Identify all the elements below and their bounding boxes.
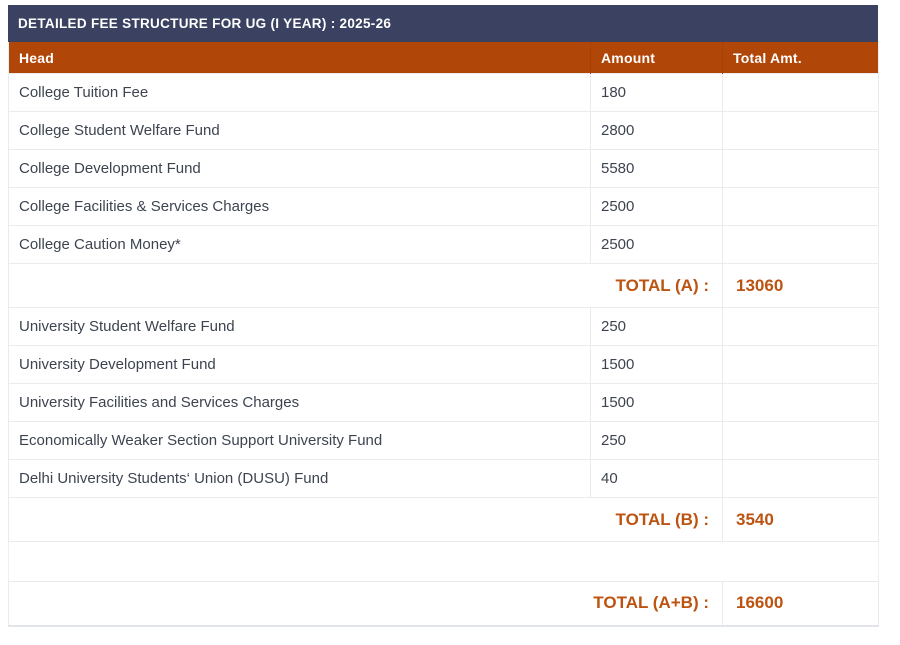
fee-total-amt (722, 383, 879, 422)
fee-amount: 2500 (590, 187, 723, 226)
fee-amount: 40 (590, 459, 723, 498)
page-title: DETAILED FEE STRUCTURE FOR UG (I YEAR) :… (8, 5, 878, 42)
grand-total-value: 16600 (722, 581, 879, 626)
table-row: College Student Welfare Fund 2800 (8, 111, 879, 150)
fee-total-amt (722, 421, 879, 460)
column-header-amount: Amount (590, 42, 723, 74)
fee-head: College Student Welfare Fund (8, 111, 591, 150)
fee-total-amt (722, 307, 879, 346)
fee-structure-panel: DETAILED FEE STRUCTURE FOR UG (I YEAR) :… (8, 5, 879, 627)
total-a-value: 13060 (722, 263, 879, 308)
grand-total-row: TOTAL (A+B) : 16600 (8, 581, 879, 626)
fee-amount: 5580 (590, 149, 723, 188)
table-row: Delhi University Students‘ Union (DUSU) … (8, 459, 879, 498)
total-b-label: TOTAL (B) : (8, 497, 723, 542)
fee-amount: 250 (590, 421, 723, 460)
fee-head: Delhi University Students‘ Union (DUSU) … (8, 459, 591, 498)
fee-amount: 250 (590, 307, 723, 346)
fee-head: College Development Fund (8, 149, 591, 188)
fee-amount: 180 (590, 73, 723, 112)
table-row: College Tuition Fee 180 (8, 73, 879, 112)
total-b-row: TOTAL (B) : 3540 (8, 497, 879, 542)
total-a-label: TOTAL (A) : (8, 263, 723, 308)
fee-total-amt (722, 149, 879, 188)
table-row: College Caution Money* 2500 (8, 225, 879, 264)
fee-amount: 1500 (590, 383, 723, 422)
table-row: University Student Welfare Fund 250 (8, 307, 879, 346)
grand-total-label: TOTAL (A+B) : (8, 581, 723, 626)
fee-total-amt (722, 111, 879, 150)
column-header-total-amt: Total Amt. (722, 42, 879, 74)
table-row: University Development Fund 1500 (8, 345, 879, 384)
table-row: University Facilities and Services Charg… (8, 383, 879, 422)
table-row: Economically Weaker Section Support Univ… (8, 421, 879, 460)
fee-amount: 2800 (590, 111, 723, 150)
table-row: College Facilities & Services Charges 25… (8, 187, 879, 226)
total-a-row: TOTAL (A) : 13060 (8, 263, 879, 308)
fee-head: College Tuition Fee (8, 73, 591, 112)
fee-total-amt (722, 459, 879, 498)
column-header-head: Head (8, 42, 591, 74)
fee-head: Economically Weaker Section Support Univ… (8, 421, 591, 460)
total-b-value: 3540 (722, 497, 879, 542)
spacer-cell (8, 541, 879, 582)
fee-table: Head Amount Total Amt. College Tuition F… (8, 42, 879, 627)
fee-head: University Student Welfare Fund (8, 307, 591, 346)
fee-head: College Facilities & Services Charges (8, 187, 591, 226)
fee-head: College Caution Money* (8, 225, 591, 264)
fee-amount: 1500 (590, 345, 723, 384)
table-header-row: Head Amount Total Amt. (8, 42, 879, 74)
spacer-row (8, 541, 879, 582)
fee-total-amt (722, 187, 879, 226)
fee-total-amt (722, 73, 879, 112)
fee-head: University Facilities and Services Charg… (8, 383, 591, 422)
fee-total-amt (722, 345, 879, 384)
fee-amount: 2500 (590, 225, 723, 264)
fee-head: University Development Fund (8, 345, 591, 384)
table-row: College Development Fund 5580 (8, 149, 879, 188)
fee-total-amt (722, 225, 879, 264)
